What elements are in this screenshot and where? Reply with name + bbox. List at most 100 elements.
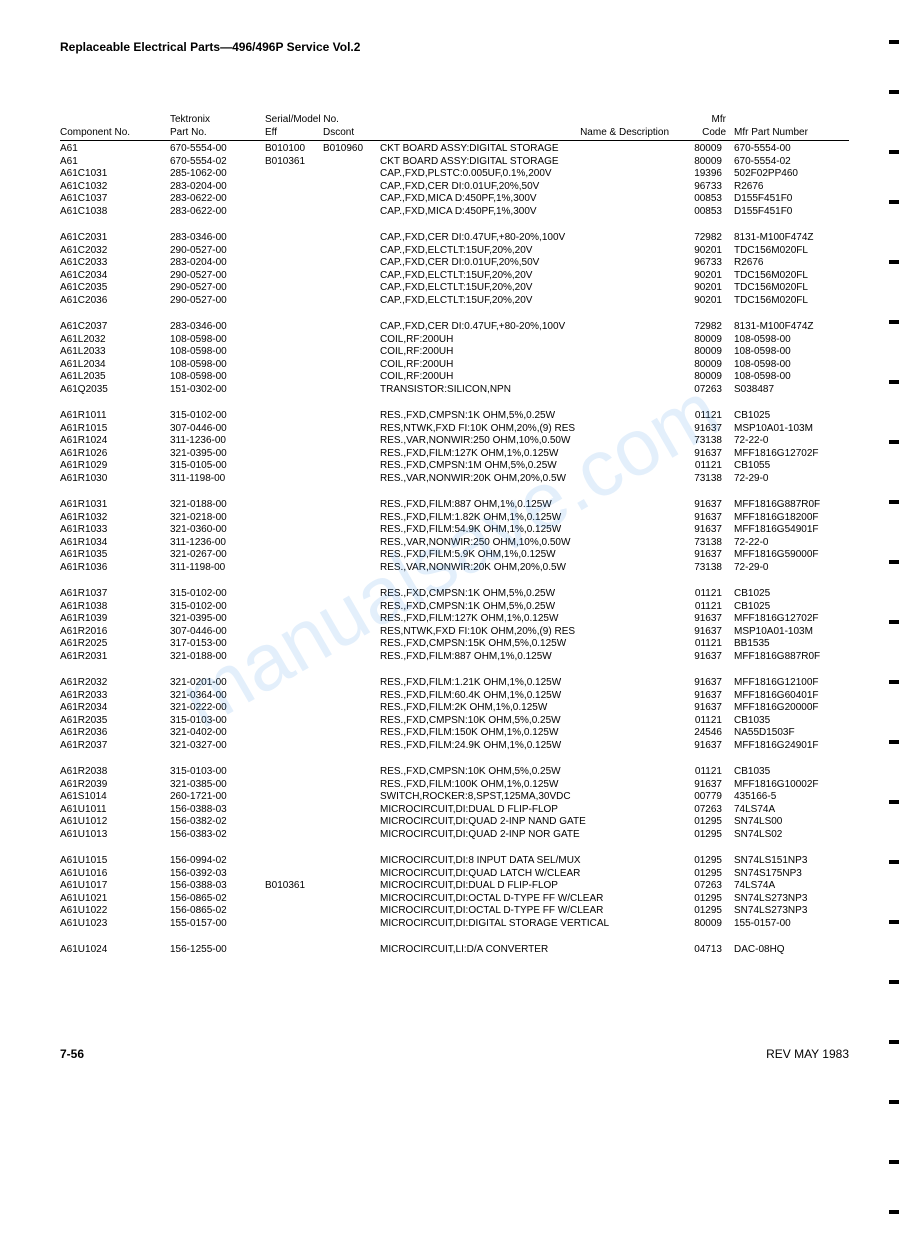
mfr-part-no: 435166-5 <box>734 791 849 804</box>
eff-value <box>265 371 323 384</box>
mfr-part-no: SN74LS273NP3 <box>734 905 849 918</box>
eff-value: B010361 <box>265 156 323 169</box>
component-no: A61R1029 <box>60 460 170 473</box>
mfr-part-no: MFF1816G24901F <box>734 740 849 753</box>
part-no: 283-0622-00 <box>170 193 265 206</box>
mfr-code: 01121 <box>679 715 734 728</box>
mfr-code: 01295 <box>679 905 734 918</box>
table-row: A61R1039321-0395-00RES.,FXD,FILM:127K OH… <box>60 613 849 626</box>
table-row: A61U1012156-0382-02MICROCIRCUIT,DI:QUAD … <box>60 816 849 829</box>
eff-value <box>265 206 323 219</box>
component-no: A61R1033 <box>60 524 170 537</box>
part-no: 321-0364-00 <box>170 690 265 703</box>
description: CAP.,FXD,ELCTLT:15UF,20%,20V <box>380 282 679 295</box>
description: COIL,RF:200UH <box>380 359 679 372</box>
part-no: 108-0598-00 <box>170 371 265 384</box>
description: RES.,FXD,CMPSN:10K OHM,5%,0.25W <box>380 766 679 779</box>
dscont-value <box>323 549 380 562</box>
component-no: A61C2033 <box>60 257 170 270</box>
eff-value <box>265 193 323 206</box>
table-row: A61R2039321-0385-00RES.,FXD,FILM:100K OH… <box>60 779 849 792</box>
part-no: 290-0527-00 <box>170 295 265 308</box>
component-no: A61U1021 <box>60 893 170 906</box>
dscont-value <box>323 893 380 906</box>
component-no: A61R1032 <box>60 512 170 525</box>
mfr-code: 01295 <box>679 868 734 881</box>
component-no: A61R2016 <box>60 626 170 639</box>
eff-value <box>265 855 323 868</box>
eff-value <box>265 524 323 537</box>
mfr-code: 91637 <box>679 499 734 512</box>
description: CAP.,FXD,ELCTLT:15UF,20%,20V <box>380 295 679 308</box>
part-no: 321-0395-00 <box>170 613 265 626</box>
dscont-value <box>323 245 380 258</box>
description: MICROCIRCUIT,DI:QUAD 2-INP NOR GATE <box>380 829 679 842</box>
mfr-part-no: 72-29-0 <box>734 562 849 575</box>
eff-value <box>265 448 323 461</box>
description: MICROCIRCUIT,LI:D/A CONVERTER <box>380 944 679 957</box>
description: CAP.,FXD,PLSTC:0.005UF,0.1%,200V <box>380 168 679 181</box>
part-no: 260-1721-00 <box>170 791 265 804</box>
description: CAP.,FXD,CER DI:0.01UF,20%,50V <box>380 257 679 270</box>
mfr-code: 73138 <box>679 435 734 448</box>
mfr-part-no: SN74LS151NP3 <box>734 855 849 868</box>
page-header: Replaceable Electrical Parts—496/496P Se… <box>60 40 849 54</box>
eff-value: B010100 <box>265 143 323 156</box>
component-no: A61R1036 <box>60 562 170 575</box>
column-headers-top: Tektronix Serial/Model No. Mfr <box>60 114 849 127</box>
eff-value <box>265 423 323 436</box>
mfr-code: 90201 <box>679 270 734 283</box>
part-no: 156-0865-02 <box>170 893 265 906</box>
table-row: A61L2032108-0598-00COIL,RF:200UH80009108… <box>60 334 849 347</box>
mfr-code: 73138 <box>679 562 734 575</box>
part-no: 283-0204-00 <box>170 257 265 270</box>
eff-value <box>265 321 323 334</box>
description: MICROCIRCUIT,DI:QUAD 2-INP NAND GATE <box>380 816 679 829</box>
mfr-part-no: 502F02PP460 <box>734 168 849 181</box>
table-row: A61R1026321-0395-00RES.,FXD,FILM:127K OH… <box>60 448 849 461</box>
dscont-value <box>323 423 380 436</box>
eff-value <box>265 473 323 486</box>
mfr-code: 96733 <box>679 257 734 270</box>
eff-value <box>265 626 323 639</box>
mfr-part-no: SN74LS02 <box>734 829 849 842</box>
dscont-value <box>323 181 380 194</box>
dscont-value <box>323 410 380 423</box>
description: RES.,FXD,CMPSN:1K OHM,5%,0.25W <box>380 588 679 601</box>
eff-value <box>265 549 323 562</box>
description: CKT BOARD ASSY:DIGITAL STORAGE <box>380 156 679 169</box>
component-no: A61R1030 <box>60 473 170 486</box>
component-no: A61R2033 <box>60 690 170 703</box>
eff-value <box>265 168 323 181</box>
dscont-value <box>323 829 380 842</box>
eff-value <box>265 690 323 703</box>
part-no: 156-0382-02 <box>170 816 265 829</box>
description: RES.,VAR,NONWIR:20K OHM,20%,0.5W <box>380 562 679 575</box>
description: CAP.,FXD,ELCTLT:15UF,20%,20V <box>380 245 679 258</box>
mfr-code: 73138 <box>679 473 734 486</box>
dscont-value: B010960 <box>323 143 380 156</box>
part-no: 151-0302-00 <box>170 384 265 397</box>
dscont-value <box>323 727 380 740</box>
table-row: A61R1037315-0102-00RES.,FXD,CMPSN:1K OHM… <box>60 588 849 601</box>
eff-value <box>265 257 323 270</box>
mfr-code: 80009 <box>679 371 734 384</box>
mfr-part-no: SN74S175NP3 <box>734 868 849 881</box>
mfr-part-no: D155F451F0 <box>734 206 849 219</box>
eff-value <box>265 346 323 359</box>
table-row: A61R1011315-0102-00RES.,FXD,CMPSN:1K OHM… <box>60 410 849 423</box>
part-no: 315-0103-00 <box>170 766 265 779</box>
mfr-code: 80009 <box>679 359 734 372</box>
mfr-code: 91637 <box>679 512 734 525</box>
mfr-code: 73138 <box>679 537 734 550</box>
dscont-value <box>323 537 380 550</box>
mfr-part-no: 74LS74A <box>734 804 849 817</box>
mfr-part-no: BB1535 <box>734 638 849 651</box>
table-row: A61C2032290-0527-00CAP.,FXD,ELCTLT:15UF,… <box>60 245 849 258</box>
part-no: 321-0267-00 <box>170 549 265 562</box>
eff-value <box>265 638 323 651</box>
eff-value <box>265 232 323 245</box>
component-no: A61L2034 <box>60 359 170 372</box>
description: RES.,FXD,CMPSN:1M OHM,5%,0.25W <box>380 460 679 473</box>
description: MICROCIRCUIT,DI:OCTAL D-TYPE FF W/CLEAR <box>380 893 679 906</box>
